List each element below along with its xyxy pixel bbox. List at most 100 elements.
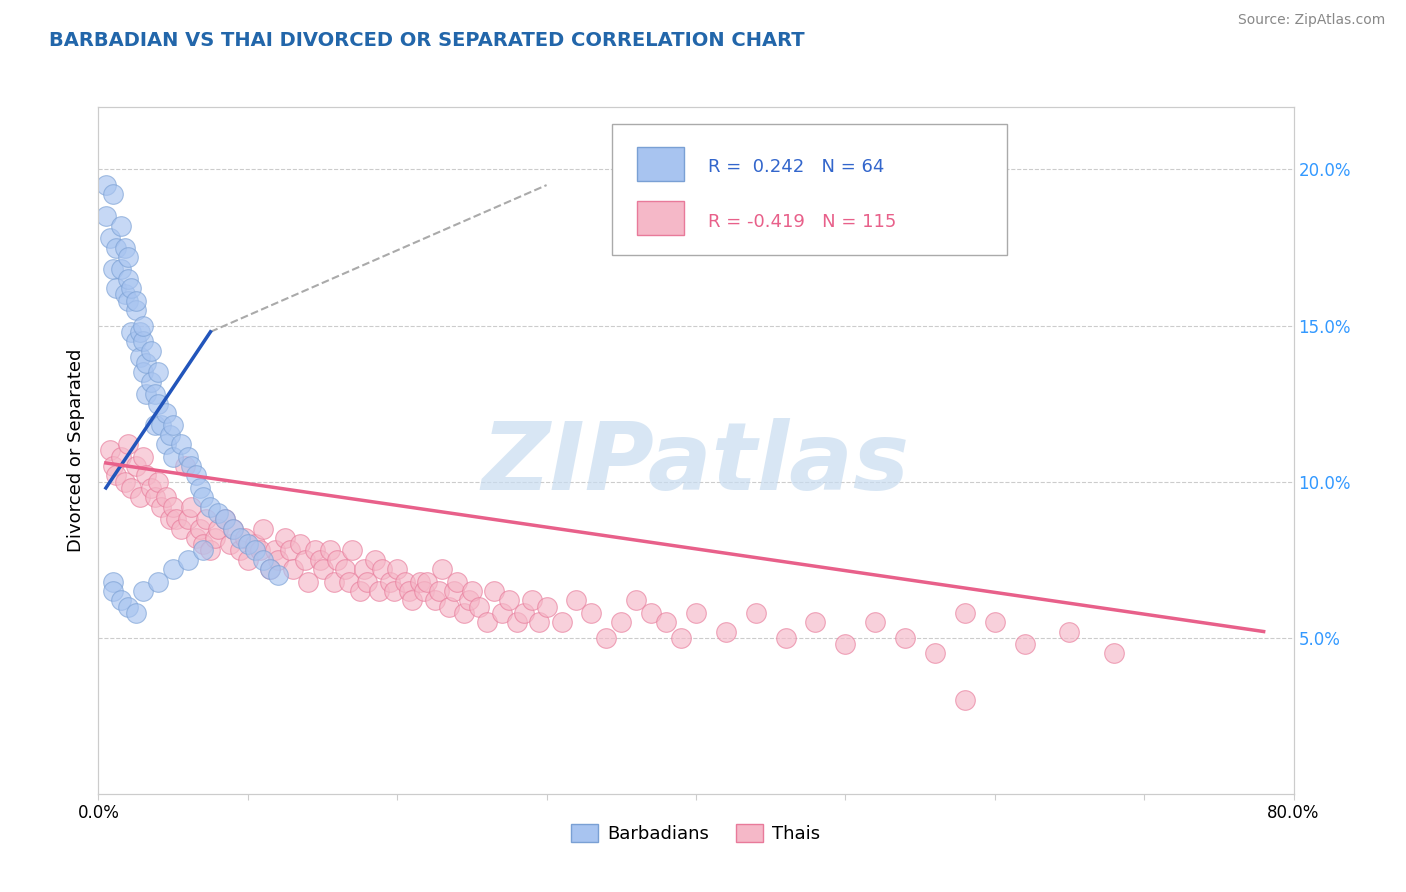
Point xyxy=(103,583,125,598)
Point xyxy=(132,366,155,380)
Point xyxy=(378,574,401,589)
Point xyxy=(984,615,1007,630)
Point xyxy=(120,481,142,495)
Point xyxy=(129,350,152,364)
Point xyxy=(491,606,513,620)
Point xyxy=(110,262,132,277)
Point xyxy=(527,615,550,630)
Point xyxy=(125,293,148,308)
Point xyxy=(475,615,498,630)
Point xyxy=(326,552,349,567)
FancyBboxPatch shape xyxy=(637,202,685,235)
Point xyxy=(610,615,633,630)
Point xyxy=(804,615,827,630)
Point xyxy=(408,574,430,589)
Point xyxy=(349,583,371,598)
Point xyxy=(162,450,184,464)
Point xyxy=(155,406,177,420)
Point xyxy=(413,583,436,598)
Point xyxy=(139,375,162,389)
Point xyxy=(353,562,375,576)
Point xyxy=(132,334,155,348)
Point xyxy=(117,271,139,285)
Point xyxy=(159,427,181,442)
Point xyxy=(125,458,148,473)
Point xyxy=(103,187,125,202)
Point xyxy=(98,443,122,458)
Point xyxy=(184,531,207,545)
Point xyxy=(669,631,692,645)
Point xyxy=(894,631,917,645)
Point xyxy=(304,543,326,558)
Point xyxy=(229,543,252,558)
Text: R = -0.419   N = 115: R = -0.419 N = 115 xyxy=(709,213,896,231)
Point xyxy=(416,574,439,589)
Point xyxy=(550,615,572,630)
Point xyxy=(120,325,142,339)
Point xyxy=(110,593,132,607)
Point xyxy=(180,458,202,473)
Point xyxy=(184,468,207,483)
Point xyxy=(394,574,416,589)
Point xyxy=(148,475,170,489)
Point xyxy=(685,606,707,620)
Point xyxy=(132,450,155,464)
Point xyxy=(640,606,662,620)
Point xyxy=(953,606,976,620)
Point xyxy=(105,468,128,483)
Point xyxy=(274,531,297,545)
Point xyxy=(308,552,330,567)
Point xyxy=(385,562,409,576)
Point xyxy=(94,209,117,223)
Point xyxy=(595,631,617,645)
Point xyxy=(103,458,125,473)
Point xyxy=(105,281,128,295)
Point xyxy=(169,437,191,451)
Point xyxy=(114,287,136,301)
Point xyxy=(245,537,267,551)
Point xyxy=(135,387,157,401)
Point xyxy=(165,512,187,526)
Point xyxy=(461,583,484,598)
Point xyxy=(155,437,177,451)
Point xyxy=(259,562,281,576)
Point xyxy=(207,521,229,535)
Point xyxy=(453,606,475,620)
Point xyxy=(117,250,139,264)
Point xyxy=(311,562,333,576)
Point xyxy=(498,593,520,607)
Point xyxy=(94,178,117,192)
Point xyxy=(162,418,184,433)
Point xyxy=(188,481,211,495)
Point xyxy=(565,593,588,607)
Point xyxy=(267,552,290,567)
Point xyxy=(536,599,558,614)
Point xyxy=(865,615,887,630)
Point xyxy=(1059,624,1081,639)
Point xyxy=(775,631,797,645)
Point xyxy=(135,468,157,483)
Point xyxy=(382,583,405,598)
Point xyxy=(125,334,148,348)
Point xyxy=(745,606,768,620)
Point xyxy=(468,599,491,614)
Point xyxy=(191,490,214,504)
Point xyxy=(148,366,170,380)
Point xyxy=(427,583,450,598)
Point xyxy=(323,574,346,589)
Point xyxy=(125,606,148,620)
Point xyxy=(162,562,184,576)
Point xyxy=(155,490,177,504)
Point xyxy=(135,356,157,370)
Point xyxy=(233,531,256,545)
Point xyxy=(150,500,173,514)
Point xyxy=(520,593,543,607)
Point xyxy=(191,537,214,551)
Point xyxy=(245,543,267,558)
Text: R =  0.242   N = 64: R = 0.242 N = 64 xyxy=(709,159,884,177)
Point xyxy=(143,418,166,433)
Point xyxy=(364,552,387,567)
Y-axis label: Divorced or Separated: Divorced or Separated xyxy=(66,349,84,552)
Point xyxy=(191,543,214,558)
Point xyxy=(229,531,252,545)
